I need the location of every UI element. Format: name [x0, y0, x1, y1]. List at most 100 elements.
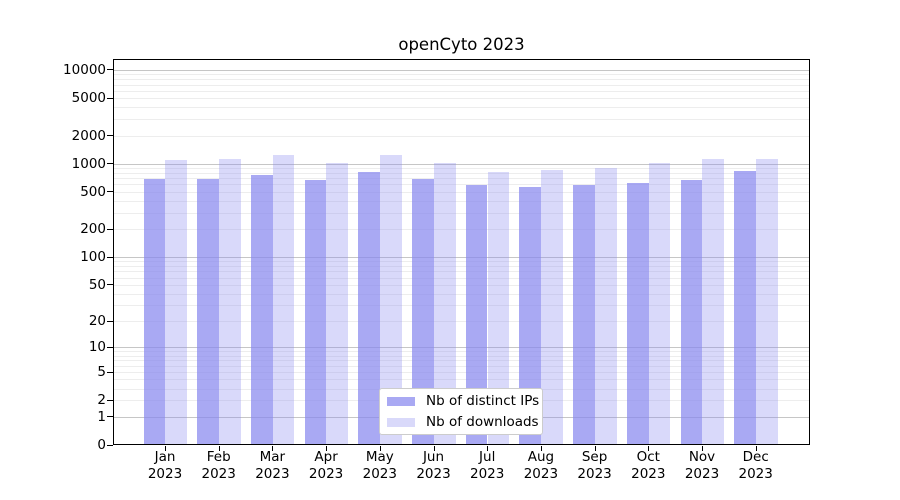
x-tick-label-nov: Nov 2023 — [670, 449, 734, 482]
x-tick-year: 2023 — [631, 465, 666, 482]
y-tick-label: 200 — [80, 221, 106, 238]
y-tick-mark — [107, 346, 113, 348]
y-tick-mark — [107, 371, 113, 373]
x-tick-mark — [702, 446, 703, 451]
y-tick-label: 0 — [97, 437, 106, 453]
x-tick-label-aug: Aug 2023 — [509, 449, 573, 482]
gridline — [114, 351, 809, 353]
y-tick-mark — [107, 284, 113, 286]
x-tick-mark — [165, 446, 166, 451]
chart-title: openCyto 2023 — [398, 35, 525, 54]
x-tick-month: Jul — [479, 449, 496, 465]
x-tick-month: Nov — [688, 449, 716, 465]
x-tick-year: 2023 — [523, 465, 559, 482]
y-tick-mark — [107, 135, 113, 136]
bar-downloads-aug — [541, 169, 563, 444]
gridline — [114, 372, 809, 374]
y-tick-label: 2 — [97, 392, 106, 409]
gridline — [114, 271, 809, 273]
y-tick-label: 5 — [97, 364, 106, 381]
bar-downloads-may — [380, 154, 402, 444]
y-tick-label: 20 — [88, 313, 106, 330]
bar-downloads-oct — [648, 162, 671, 444]
y-tick-mark — [107, 191, 113, 193]
gridline-major — [114, 257, 809, 259]
bar-downloads-mar — [272, 154, 295, 444]
bar-distinct-ips-nov — [680, 180, 703, 444]
x-tick-month: Sep — [581, 449, 608, 465]
gridline — [114, 266, 809, 268]
bar-downloads-dec — [756, 158, 778, 444]
bar-distinct-ips-mar — [250, 175, 273, 444]
gridline — [114, 191, 809, 193]
x-tick-mark — [540, 446, 542, 451]
gridline — [114, 74, 809, 76]
bar-downloads-jul — [487, 172, 510, 444]
gridline — [114, 293, 809, 295]
gridline — [114, 107, 809, 109]
bar-distinct-ips-sep — [573, 185, 595, 444]
y-tick-mark — [107, 399, 113, 401]
x-tick-mark — [218, 446, 220, 451]
x-tick-label-mar: Mar 2023 — [240, 449, 304, 482]
y-tick-mark — [107, 69, 113, 71]
gridline — [114, 229, 809, 231]
y-tick-label: 2000 — [71, 127, 106, 144]
gridline — [114, 360, 809, 362]
bar-downloads-jun — [433, 162, 456, 444]
y-tick-mark — [107, 97, 113, 99]
legend-label-downloads: Nb of downloads — [426, 414, 539, 430]
y-tick-label: 500 — [80, 183, 106, 200]
bar-downloads-feb — [219, 158, 241, 444]
x-tick-mark — [487, 446, 489, 451]
gridline — [114, 212, 809, 214]
x-tick-label-jan: Jan 2023 — [133, 449, 197, 482]
bar-distinct-ips-aug — [519, 187, 542, 444]
x-tick-year: 2023 — [362, 465, 397, 482]
bar-downloads-jan — [165, 160, 188, 444]
gridline — [114, 277, 809, 279]
x-tick-month: May — [365, 449, 394, 465]
gridline — [114, 119, 809, 120]
bar-distinct-ips-jan — [143, 178, 166, 444]
x-tick-year: 2023 — [577, 465, 612, 482]
legend-swatch-downloads-icon — [387, 417, 415, 427]
gridline — [114, 79, 809, 81]
bar-distinct-ips-jul — [465, 185, 488, 444]
bar-downloads-apr — [326, 162, 349, 444]
gridline — [114, 365, 809, 367]
y-tick-mark — [107, 163, 113, 165]
x-tick-month: Aug — [527, 449, 555, 465]
y-tick-label: 1000 — [71, 155, 106, 172]
bar-distinct-ips-jun — [412, 179, 434, 444]
y-tick-label: 100 — [80, 249, 106, 266]
x-tick-month: Jan — [154, 449, 176, 465]
x-tick-mark — [272, 446, 274, 451]
gridline — [114, 261, 809, 263]
x-tick-month: Apr — [314, 449, 338, 465]
gridline-major — [114, 347, 809, 349]
y-tick-label: 5000 — [71, 90, 106, 107]
legend-entry-distinct-ips: Nb of distinct IPs — [380, 392, 542, 410]
x-tick-month: Oct — [636, 449, 660, 465]
y-tick-mark — [107, 320, 113, 322]
bar-distinct-ips-feb — [197, 178, 219, 444]
x-tick-year: 2023 — [308, 465, 344, 482]
gridline — [114, 305, 809, 307]
x-tick-month: Jun — [422, 449, 445, 465]
gridline-major — [114, 163, 809, 165]
plot-area — [113, 59, 810, 445]
bar-distinct-ips-oct — [626, 183, 649, 444]
gridline — [114, 90, 809, 92]
bar-distinct-ips-may — [358, 171, 381, 444]
x-tick-label-jun: Jun 2023 — [402, 449, 466, 482]
gridline — [114, 284, 809, 286]
bar-distinct-ips-apr — [304, 180, 327, 444]
x-tick-month: Feb — [206, 449, 231, 465]
y-tick-mark — [107, 228, 113, 230]
x-tick-month: Mar — [259, 449, 286, 465]
gridline — [114, 379, 809, 381]
gridline — [114, 98, 809, 100]
x-tick-year: 2023 — [470, 465, 505, 482]
